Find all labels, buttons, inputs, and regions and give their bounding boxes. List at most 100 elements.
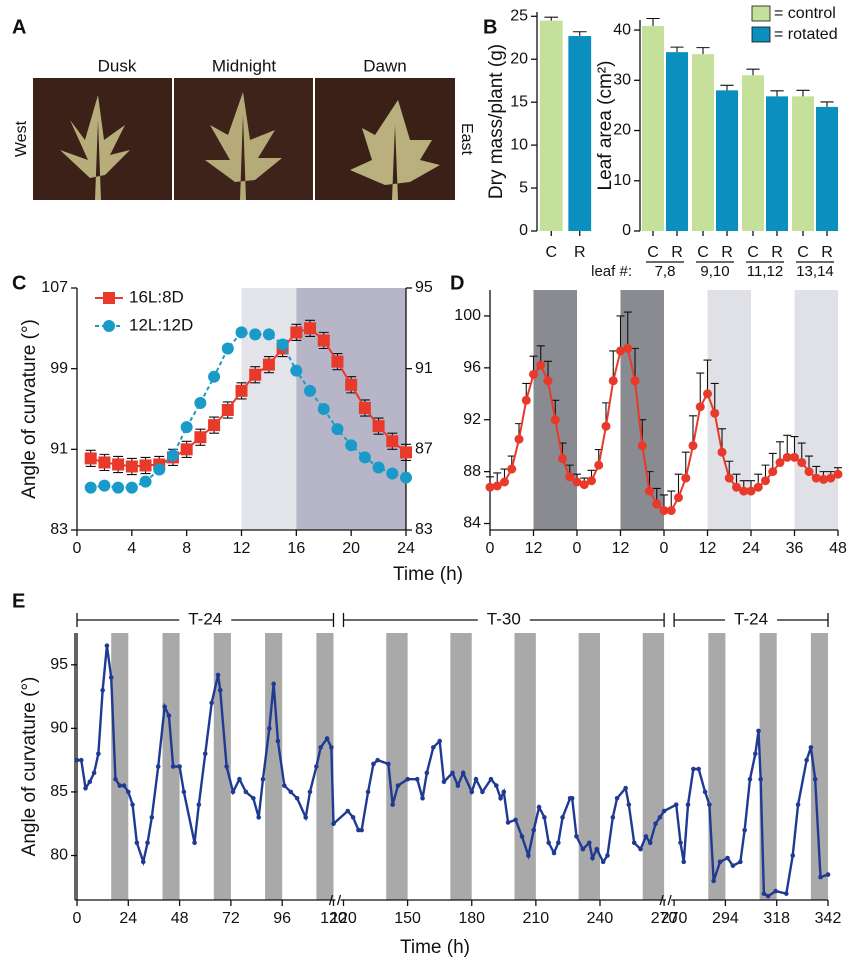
bar — [666, 52, 688, 232]
legend-marker — [103, 320, 115, 332]
marker — [645, 486, 654, 496]
marker — [375, 757, 380, 763]
bar — [539, 20, 563, 231]
marker — [282, 783, 287, 788]
group-label: 9,10 — [700, 263, 729, 280]
dark-period — [708, 633, 726, 900]
marker — [314, 764, 319, 769]
marker — [359, 827, 364, 833]
marker — [424, 770, 430, 776]
error-bar — [609, 350, 618, 381]
group-label: 13,14 — [796, 263, 834, 280]
marker — [251, 795, 256, 801]
photo-caption: Midnight — [212, 56, 277, 75]
x-tick-label: 20 — [342, 540, 360, 557]
marker — [600, 859, 606, 865]
x-axis-label: Time (h) — [400, 937, 470, 958]
marker — [556, 840, 561, 846]
marker — [546, 840, 551, 846]
marker — [526, 853, 531, 858]
dark-period — [514, 633, 536, 900]
photo — [174, 78, 313, 200]
marker — [790, 452, 799, 462]
marker — [710, 408, 720, 418]
marker — [808, 745, 814, 750]
marker — [112, 481, 125, 494]
error-bar — [544, 16, 559, 21]
marker — [746, 486, 756, 496]
x-tick-label: 12 — [233, 540, 251, 557]
x-tick-label: 294 — [712, 910, 739, 927]
marker — [637, 441, 647, 451]
marker — [756, 728, 761, 734]
marker — [345, 439, 358, 452]
marker — [395, 783, 401, 788]
marker — [430, 745, 436, 750]
marker — [317, 403, 330, 415]
panel-letter: C — [12, 272, 26, 294]
marker — [400, 446, 412, 459]
marker — [194, 431, 207, 444]
marker — [84, 452, 97, 465]
bar — [642, 26, 664, 232]
marker — [782, 452, 792, 462]
marker — [209, 700, 214, 706]
marker — [113, 776, 118, 782]
y-tick-label: 30 — [613, 72, 631, 89]
marker — [249, 368, 262, 381]
marker — [643, 834, 649, 839]
x-tick-label: 0 — [660, 540, 669, 557]
x-tick-label: 0 — [73, 910, 82, 927]
shading — [794, 290, 838, 530]
legend-marker — [103, 292, 115, 304]
marker — [469, 789, 475, 795]
marker — [350, 815, 356, 820]
marker — [485, 482, 495, 492]
marker — [513, 817, 518, 823]
y-tick-label: 0 — [622, 222, 631, 239]
marker — [74, 757, 80, 763]
marker — [747, 776, 753, 782]
marker — [623, 343, 633, 353]
marker — [170, 764, 176, 769]
marker — [674, 493, 683, 503]
marker — [761, 476, 770, 486]
marker — [631, 840, 637, 846]
error-bar — [710, 382, 719, 414]
photo — [33, 78, 172, 200]
marker — [108, 675, 114, 680]
marker — [702, 789, 708, 795]
marker — [758, 776, 763, 782]
bar — [716, 90, 738, 231]
marker — [121, 783, 127, 788]
x-tick-label: 12 — [525, 540, 543, 557]
marker — [125, 460, 138, 473]
bar-label: R — [721, 244, 733, 261]
marker — [166, 713, 172, 718]
period-label: T-24 — [188, 609, 222, 628]
marker — [695, 402, 705, 412]
marker — [460, 770, 466, 776]
marker — [498, 795, 503, 801]
marker — [605, 853, 610, 858]
x-tick-label: 318 — [763, 910, 790, 927]
panel-letter: B — [483, 16, 497, 38]
bar — [816, 106, 838, 231]
marker — [104, 643, 110, 649]
x-tick-label: 96 — [273, 910, 291, 927]
marker — [372, 461, 385, 474]
error-bar — [796, 89, 810, 97]
x-tick-label: 12 — [612, 540, 630, 557]
dark-period — [578, 633, 600, 900]
marker — [742, 827, 747, 833]
legend-label: 12L:12D — [129, 315, 193, 334]
legend-label: = rotated — [774, 26, 838, 43]
x-tick-label: 4 — [127, 540, 136, 557]
y-tick-label: 107 — [41, 279, 68, 296]
period-label: T-30 — [487, 609, 521, 628]
marker — [202, 751, 208, 757]
marker — [773, 888, 778, 894]
marker — [317, 334, 330, 347]
marker — [162, 704, 167, 710]
marker — [626, 802, 632, 807]
